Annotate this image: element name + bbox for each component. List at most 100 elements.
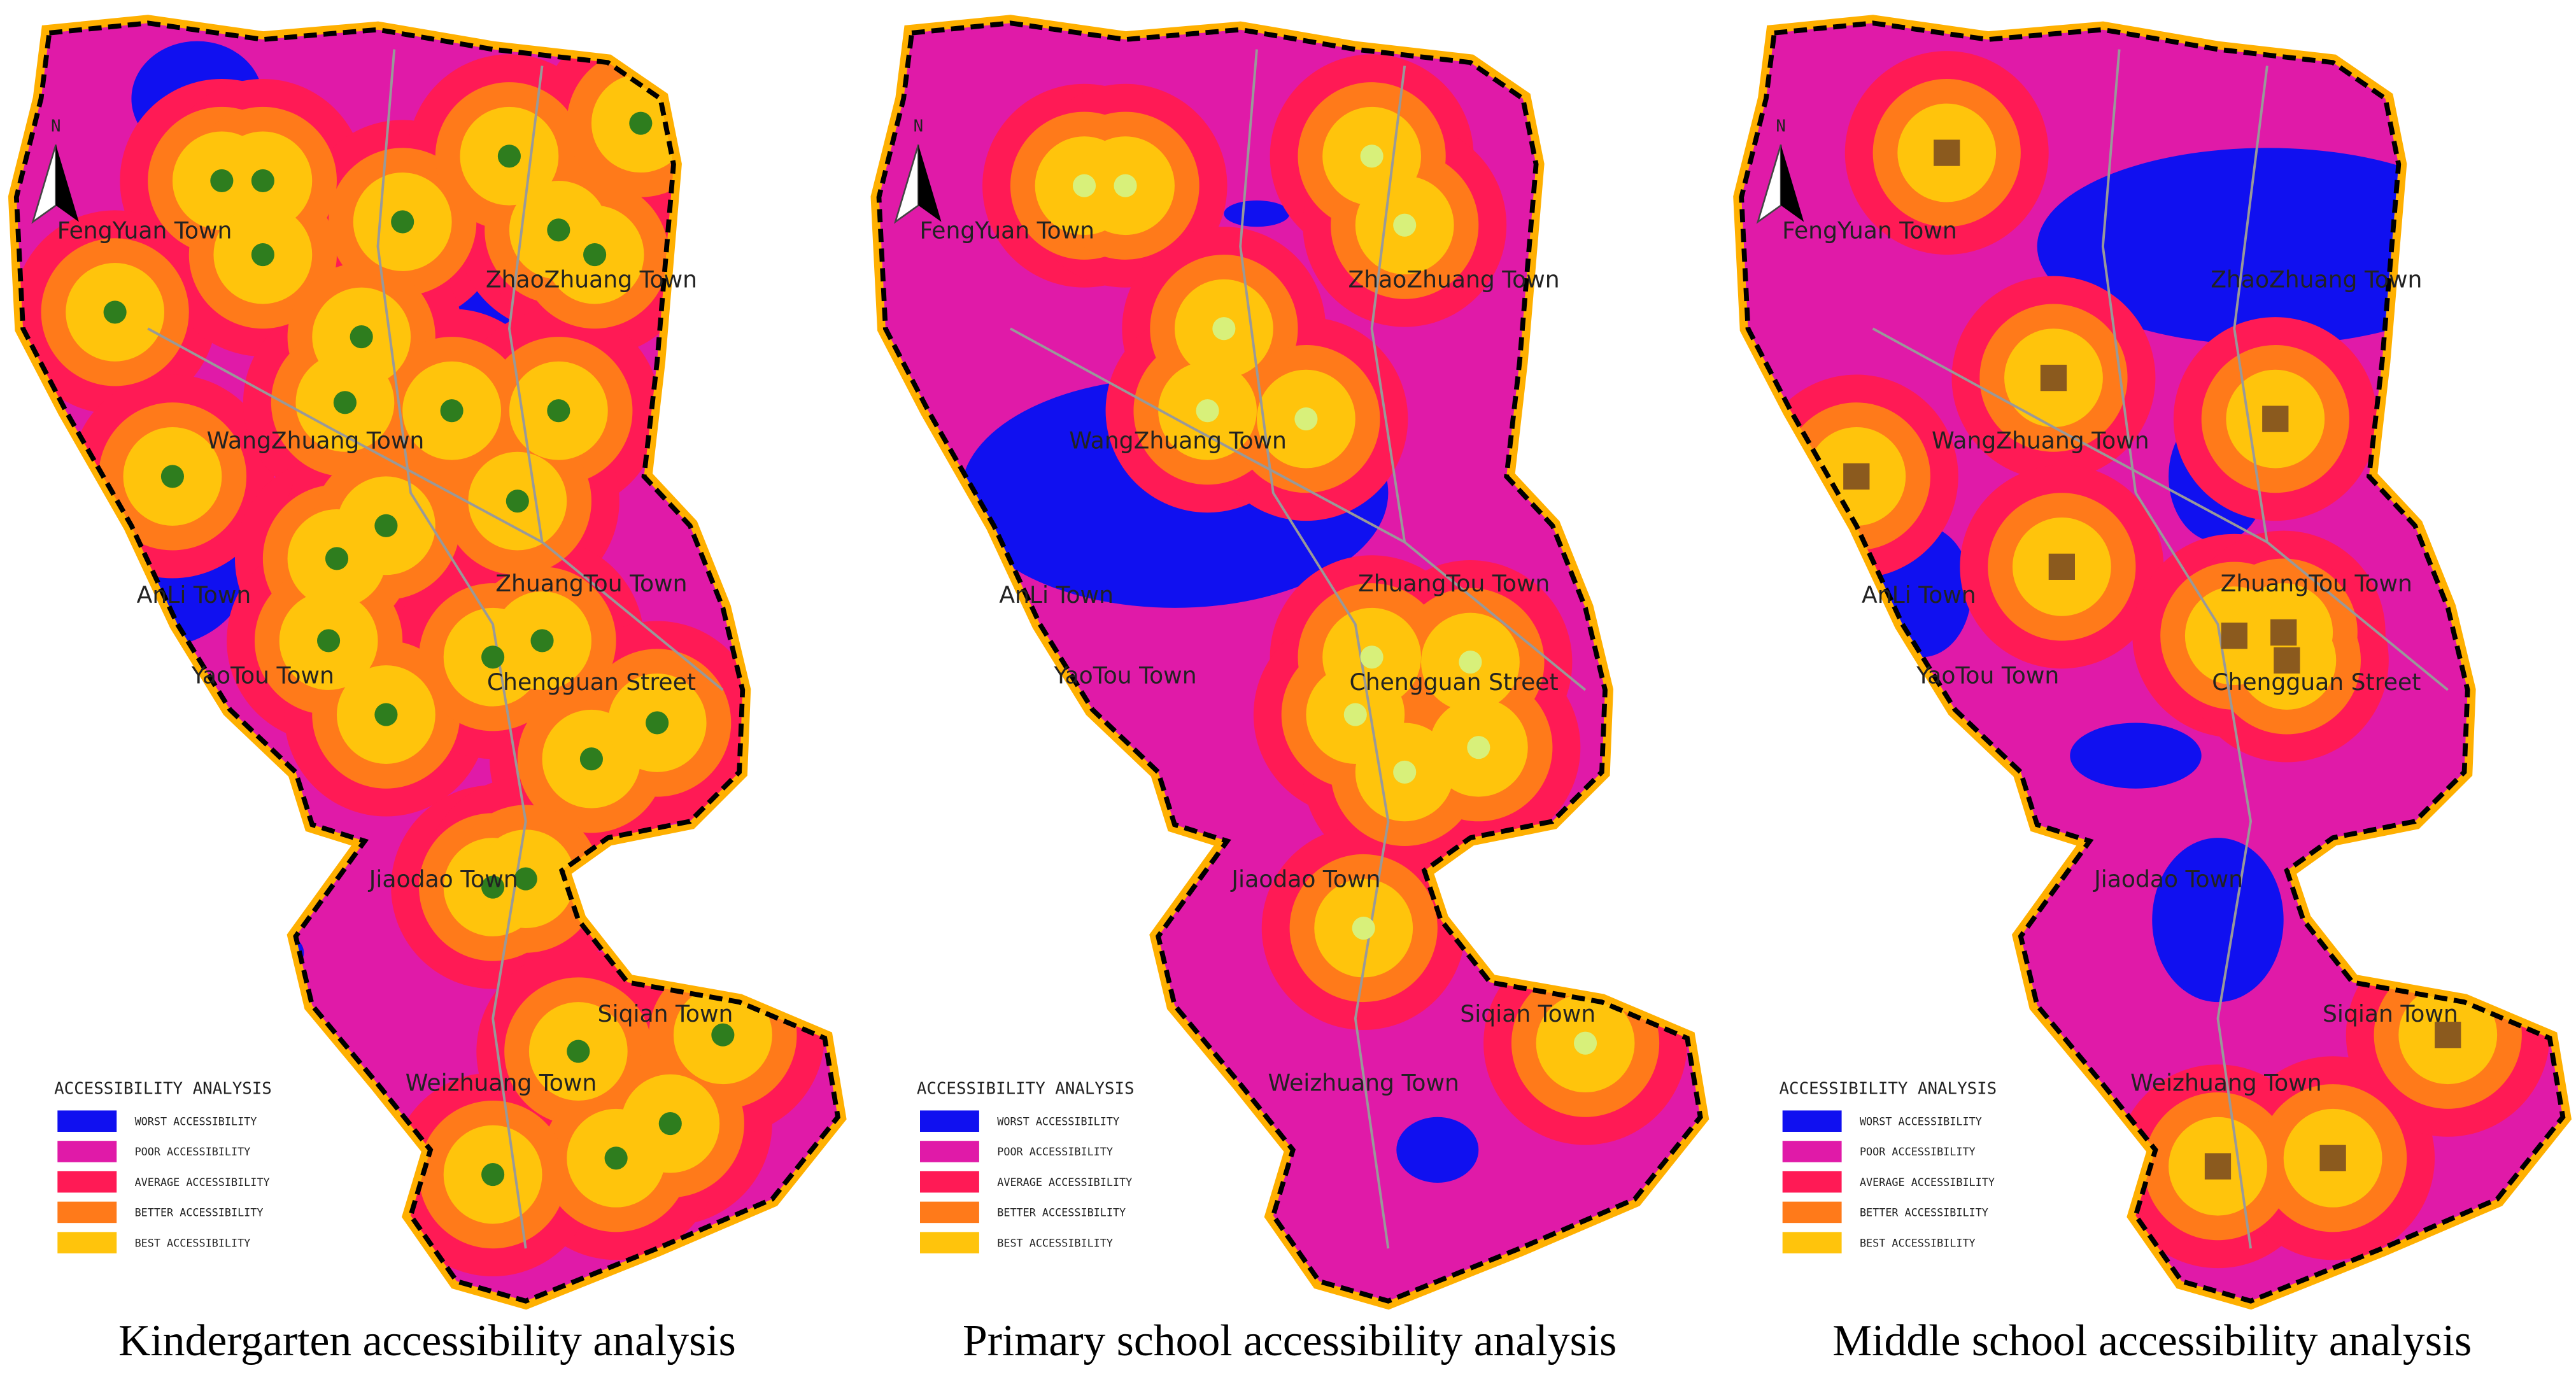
worst-zone	[1396, 1117, 1479, 1183]
north-label: N	[1776, 117, 1786, 136]
boundary	[1739, 20, 2566, 1304]
town-label: Chengguan Street	[487, 668, 696, 696]
facility	[1843, 463, 1870, 490]
facility	[325, 547, 349, 570]
legend-label: BEST ACCESSIBILITY	[1860, 1236, 1976, 1249]
north-label: N	[914, 117, 924, 136]
facility	[567, 1040, 590, 1063]
panel: N FengYuan Town ZhaoZhuang Town WangZhuang …	[1733, 15, 2572, 1365]
town-label: Weizhuang Town	[1268, 1069, 1459, 1096]
town-label: ZhuangTou Town	[1358, 570, 1550, 597]
facility	[1360, 145, 1384, 168]
legend-swatch	[920, 1171, 979, 1193]
legend-swatch	[1782, 1171, 1842, 1193]
legend-swatch	[920, 1232, 979, 1253]
legend-title: ACCESSIBILITY ANALYSIS	[917, 1080, 1135, 1099]
facility	[514, 867, 537, 891]
legend-label: WORST ACCESSIBILITY	[997, 1115, 1119, 1128]
town-label: FengYuan Town	[919, 216, 1094, 244]
north-arrow-right	[918, 145, 942, 222]
town-label: ZhaoZhuang Town	[486, 266, 697, 293]
legend-label: WORST ACCESSIBILITY	[135, 1115, 257, 1128]
facility	[1573, 1031, 1597, 1055]
legend-title: ACCESSIBILITY ANALYSIS	[54, 1080, 272, 1099]
legend-label: BEST ACCESSIBILITY	[997, 1236, 1113, 1249]
town-label: FengYuan Town	[57, 216, 232, 244]
legend-swatch	[57, 1171, 117, 1193]
facility	[583, 243, 607, 267]
legend-label: AVERAGE ACCESSIBILITY	[135, 1176, 270, 1188]
facility	[481, 875, 505, 899]
facility	[547, 218, 570, 242]
legend-label: POOR ACCESSIBILITY	[997, 1145, 1113, 1158]
town-label: AnLi Town	[137, 581, 251, 609]
worst-zone	[2070, 723, 2202, 789]
panel: N FengYuan Town ZhaoZhuang Town WangZhuang …	[8, 15, 847, 1365]
legend-label: WORST ACCESSIBILITY	[1860, 1115, 1982, 1128]
facility	[530, 629, 554, 652]
legend-swatch	[1782, 1141, 1842, 1162]
facility	[160, 465, 184, 488]
town-label: Jiaodao Town	[2093, 866, 2243, 893]
town-label: YaoTou Town	[1053, 662, 1196, 689]
town-label: Weizhuang Town	[2130, 1069, 2321, 1096]
legend-label: BETTER ACCESSIBILITY	[1860, 1206, 1988, 1219]
legend-label: BEST ACCESSIBILITY	[135, 1236, 251, 1249]
town-label: FengYuan Town	[1782, 216, 1957, 244]
town-label: WangZhuang Town	[207, 427, 425, 455]
worst-zone	[1224, 200, 1290, 227]
facility	[374, 703, 398, 726]
facility	[1467, 736, 1490, 759]
caption: Primary school accessibility analysis	[963, 1316, 1617, 1365]
facility	[1934, 139, 1960, 166]
facility	[350, 325, 373, 349]
worst-zone	[2152, 838, 2284, 1003]
legend-swatch	[57, 1110, 117, 1132]
facility	[1352, 916, 1375, 940]
legend-label: BETTER ACCESSIBILITY	[135, 1206, 264, 1219]
facility	[251, 169, 274, 193]
facility	[2221, 623, 2247, 649]
town-label: ZhuangTou Town	[495, 570, 687, 597]
facility	[1393, 760, 1417, 784]
facility	[2319, 1145, 2346, 1171]
north-arrow-right	[1781, 145, 1804, 222]
legend-swatch	[57, 1232, 117, 1253]
facility	[1343, 703, 1367, 726]
facility	[1212, 317, 1236, 341]
town-label: AnLi Town	[999, 581, 1114, 609]
caption: Kindergarten accessibility analysis	[118, 1316, 736, 1365]
facility	[1114, 174, 1137, 197]
town-label: ZhaoZhuang Town	[2211, 266, 2422, 293]
town-label: Jiaodao Town	[368, 866, 518, 893]
legend-swatch	[1782, 1201, 1842, 1223]
facility	[506, 490, 529, 513]
facility	[251, 243, 274, 267]
facility	[1072, 174, 1096, 197]
legend-label: POOR ACCESSIBILITY	[1860, 1145, 1976, 1158]
north-label: N	[51, 117, 61, 136]
facility	[391, 210, 414, 234]
map	[879, 23, 1701, 1301]
map	[16, 23, 838, 1301]
town-label: YaoTou Town	[1916, 662, 2059, 689]
caption: Middle school accessibility analysis	[1832, 1316, 2472, 1365]
town-label: Chengguan Street	[1350, 668, 1559, 696]
panel: N FengYuan Town ZhaoZhuang Town WangZhuang …	[870, 15, 1709, 1365]
town-label: Siqian Town	[2323, 1000, 2458, 1027]
boundary	[13, 20, 841, 1304]
facility	[658, 1112, 682, 1136]
legend-swatch	[1782, 1110, 1842, 1132]
facility	[604, 1146, 628, 1170]
facility	[1459, 650, 1482, 674]
facility	[2435, 1022, 2461, 1048]
legend-label: AVERAGE ACCESSIBILITY	[1860, 1176, 1995, 1188]
legend-title: ACCESSIBILITY ANALYSIS	[1780, 1080, 1997, 1099]
legend-label: BETTER ACCESSIBILITY	[997, 1206, 1126, 1219]
facility	[440, 399, 464, 423]
town-label: ZhuangTou Town	[2221, 570, 2412, 597]
facility	[481, 645, 505, 669]
facility	[481, 1163, 505, 1187]
facility	[2270, 619, 2297, 646]
town-label: WangZhuang Town	[1069, 427, 1287, 455]
